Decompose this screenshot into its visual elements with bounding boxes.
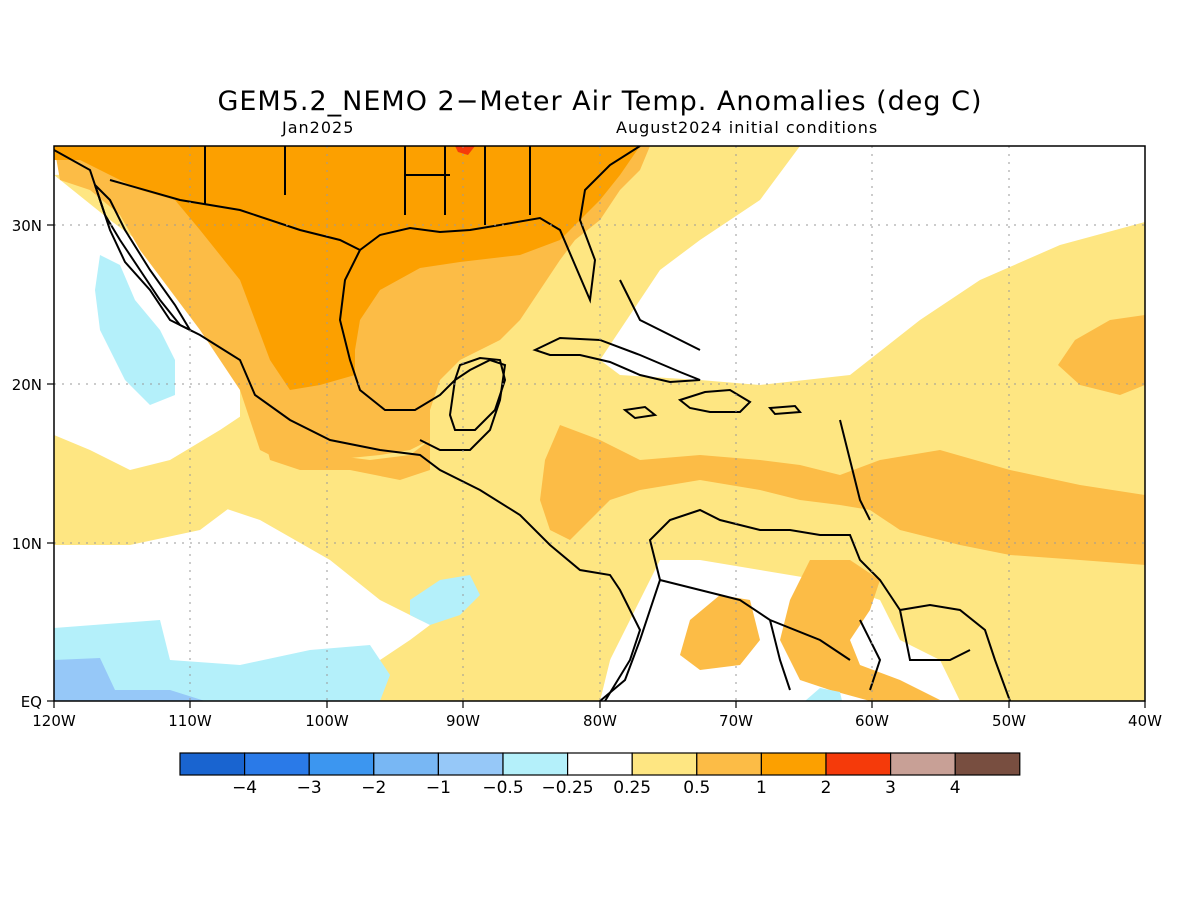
- south-america-borders: [659, 579, 971, 691]
- lon-label: 70W: [719, 712, 753, 730]
- longitude-labels: 120W 110W 100W 90W 80W 70W 60W 50W 40W: [32, 712, 1162, 730]
- valid-month-label: Jan2025: [282, 118, 355, 137]
- colorbar-label: 4: [950, 778, 961, 798]
- anomaly-region-pos-mid: [680, 595, 760, 670]
- lon-label: 100W: [305, 712, 349, 730]
- colorbar: [179, 752, 1021, 776]
- pacific-coastline: [54, 149, 642, 701]
- lon-label: 50W: [992, 712, 1026, 730]
- anomaly-region-pos-mid: [540, 425, 1145, 565]
- colorbar-label: −3: [297, 778, 322, 798]
- anomaly-region-pos-mid: [780, 560, 940, 701]
- colorbar-label: 0.25: [613, 778, 651, 798]
- coastlines: [54, 146, 1011, 701]
- yucatan-peninsula: [448, 356, 507, 431]
- lon-label: 120W: [32, 712, 76, 730]
- us-gulf-coast: [359, 146, 641, 304]
- anomaly-region-pos-mid: [1058, 315, 1145, 395]
- axis-ticks: [47, 224, 1146, 708]
- lon-label: 60W: [855, 712, 889, 730]
- bahamas-islands: [619, 279, 701, 351]
- colorbar-swatch: [954, 752, 1021, 776]
- baja-peninsula: [94, 184, 193, 333]
- anomaly-region-pos-high: [54, 146, 640, 390]
- anomaly-region-pos-mid: [260, 420, 430, 480]
- colorbar-label: −1: [426, 778, 451, 798]
- colorbar-swatch: [566, 752, 633, 776]
- colorbar-swatch: [889, 752, 956, 776]
- colorbar-swatch: [760, 752, 827, 776]
- colorbar-label: 3: [885, 778, 896, 798]
- lon-label: 90W: [446, 712, 480, 730]
- lat-label: EQ: [21, 693, 42, 711]
- anomaly-region-neg-low: [54, 620, 390, 701]
- anomaly-region-neg-low: [805, 688, 842, 701]
- anomaly-region-neg-low: [95, 255, 175, 405]
- puerto-rico-island: [767, 404, 803, 416]
- latitude-labels: EQ 10N 20N 30N: [12, 217, 42, 711]
- lon-label: 110W: [168, 712, 212, 730]
- colorbar-label: −4: [232, 778, 257, 798]
- colorbar-swatch: [437, 752, 504, 776]
- colorbar-label: 0.5: [683, 778, 710, 798]
- colorbar-labels: −4 −3 −2 −1 −0.5 −0.25 0.25 0.5 1 2 3 4: [232, 778, 961, 798]
- colorbar-swatch: [308, 752, 375, 776]
- colorbar-swatch: [631, 752, 698, 776]
- lesser-antilles-islands: [839, 419, 871, 521]
- lon-label: 80W: [583, 712, 617, 730]
- lon-label: 40W: [1128, 712, 1162, 730]
- colorbar-swatch: [373, 752, 439, 776]
- anomaly-region-neg-mid: [54, 658, 205, 701]
- jamaica-island: [622, 405, 658, 420]
- lat-label: 20N: [12, 376, 42, 394]
- us-mexico-border: [109, 179, 361, 251]
- colorbar-label: −0.25: [542, 778, 594, 798]
- anomaly-region-pos-peak: [455, 146, 475, 155]
- graticule: [54, 146, 1145, 701]
- colorbar-label: 1: [756, 778, 767, 798]
- hispaniola-island: [677, 388, 752, 413]
- colorbar-swatch: [696, 752, 762, 776]
- anomaly-field: [54, 146, 1145, 701]
- colorbar-label: −0.5: [482, 778, 523, 798]
- colorbar-swatch: [244, 752, 310, 776]
- lat-label: 30N: [12, 217, 42, 235]
- colorbar-swatch: [502, 752, 569, 776]
- colorbar-label: −2: [361, 778, 386, 798]
- colorbar-swatch: [179, 752, 246, 776]
- cuba-island: [532, 336, 701, 384]
- south-america-coastline: [599, 508, 1011, 701]
- map-title: GEM5.2_NEMO 2−Meter Air Temp. Anomalies …: [217, 86, 983, 117]
- colorbar-swatch: [825, 752, 892, 776]
- lat-label: 10N: [12, 535, 42, 553]
- initial-conditions-label: August2024 initial conditions: [616, 118, 879, 137]
- us-state-borders: [204, 146, 531, 225]
- colorbar-label: 2: [821, 778, 832, 798]
